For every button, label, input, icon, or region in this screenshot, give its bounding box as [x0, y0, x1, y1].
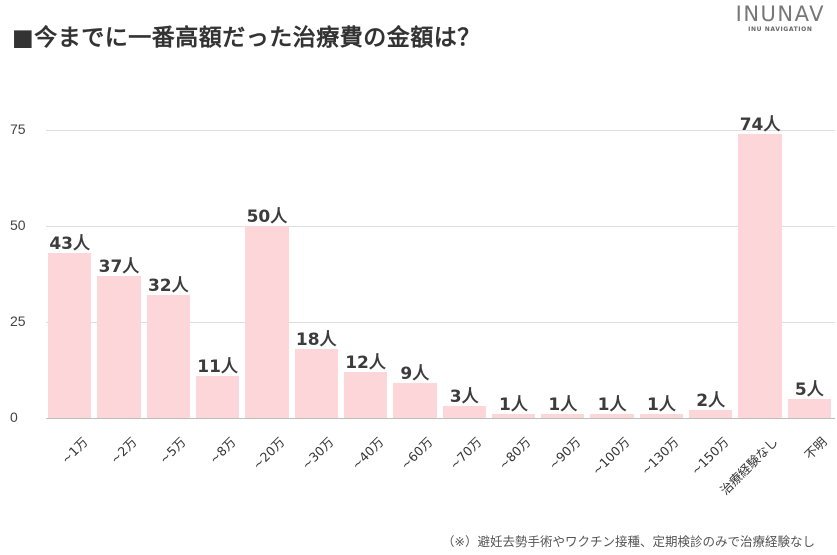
bar: [639, 414, 684, 418]
bar-value-label: 1人: [548, 395, 578, 416]
x-tick-label: ~60万: [397, 434, 436, 473]
x-tick-label: ~40万: [348, 434, 387, 473]
bar-value-label: 1人: [597, 395, 627, 416]
gridline: [46, 130, 835, 131]
x-axis-line: [46, 418, 835, 419]
bar: [146, 295, 190, 418]
x-tick-label: ~30万: [298, 434, 337, 473]
x-tick-label: ~100万: [588, 434, 633, 478]
bar: [343, 371, 388, 418]
chart-title: ■今までに一番高額だった治療費の金額は？: [12, 25, 481, 51]
x-tick-label: 不明: [801, 434, 831, 463]
bar-value-label: 1人: [646, 395, 676, 416]
y-tick-label: 75: [10, 121, 26, 137]
bar: [787, 398, 831, 418]
bar: [294, 348, 338, 418]
bar: [590, 414, 634, 418]
footnote: （※）避妊去勢手術やワクチン接種、定期検診のみで治療経験なし: [442, 534, 815, 549]
logo-main-text: INUNAV: [735, 2, 825, 26]
bar: [245, 226, 289, 418]
bar-value-label: 3人: [449, 387, 479, 408]
x-tick-label: ~70万: [446, 434, 485, 473]
bar: [195, 375, 240, 418]
bar-value-label: 50人: [246, 207, 288, 227]
bar-value-label: 12人: [345, 352, 386, 373]
x-tick-label: ~8万: [205, 434, 239, 467]
bar: [442, 406, 486, 418]
x-tick-label: ~80万: [495, 434, 535, 473]
bar-value-label: 1人: [499, 395, 528, 416]
gridline: [46, 322, 835, 323]
y-tick-label: 50: [10, 217, 26, 233]
x-tick-label: ~1万: [57, 434, 91, 467]
x-tick-label: ~20万: [249, 434, 288, 473]
gridline: [46, 226, 835, 227]
x-tick-label: ~2万: [107, 434, 140, 467]
logo: INUNAV INU NAVIGATION: [736, 2, 825, 34]
bar: [738, 133, 782, 418]
bar: [393, 383, 437, 418]
bar-value-label: 37人: [98, 256, 140, 277]
y-tick-label: 25: [10, 313, 26, 329]
logo-sub-text: INU NAVIGATION: [748, 26, 813, 33]
bar: [541, 414, 585, 418]
bar-value-label: 74人: [739, 114, 781, 135]
bar-value-label: 2人: [696, 391, 726, 412]
x-tick-label: ~90万: [545, 434, 584, 473]
x-tick-label: ~130万: [638, 434, 682, 478]
bar-value-label: 5人: [794, 379, 824, 400]
y-tick-label: 0: [10, 409, 18, 425]
bar-value-label: 43人: [49, 233, 90, 254]
bar-value-label: 11人: [197, 356, 238, 377]
bar: [97, 275, 141, 418]
bar-value-label: 9人: [400, 364, 430, 385]
bar-value-label: 32人: [147, 276, 189, 297]
bar: [491, 414, 536, 418]
x-tick-label: ~150万: [687, 434, 732, 478]
bar: [689, 410, 733, 418]
bar: [48, 252, 92, 418]
x-tick-label: ~5万: [156, 434, 189, 467]
bar-value-label: 18人: [295, 329, 337, 350]
